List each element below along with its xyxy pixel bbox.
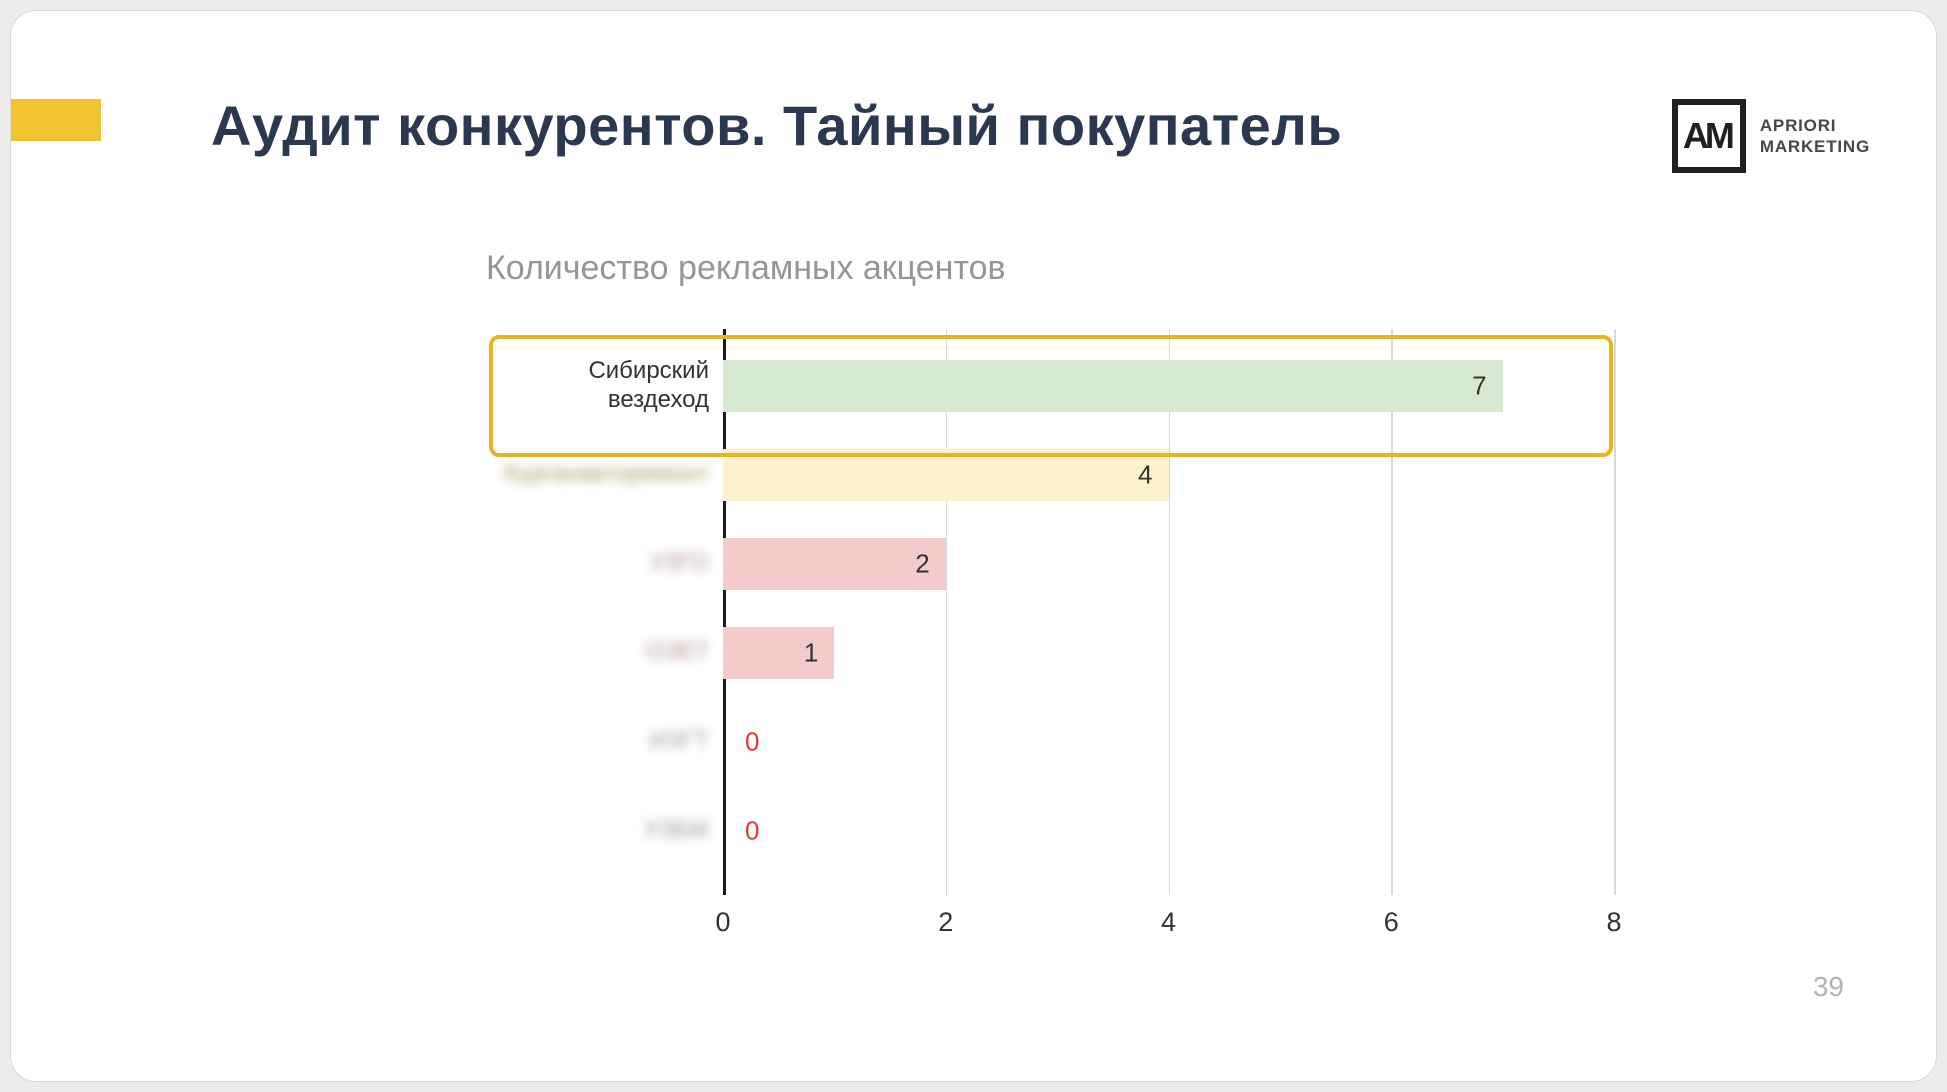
chart-row: Курганавторемонт 4	[486, 430, 1614, 519]
x-tick-label: 4	[1160, 907, 1177, 937]
x-axis: 0 2 4 6 8	[715, 907, 1621, 941]
logo-monogram-icon: AM	[1671, 99, 1746, 173]
x-tick-label: 6	[1383, 907, 1399, 937]
page-number: 39	[1812, 971, 1844, 1002]
chart-row: ОЗЕТ 1	[486, 608, 1614, 697]
category-label: Курганавторемонт	[504, 460, 709, 488]
bar-area: 4	[723, 430, 1614, 519]
chart-row: Сибирский вездеход 7	[486, 335, 1614, 457]
value-label: 1	[803, 637, 819, 667]
bar	[723, 537, 946, 590]
logo: AM APRIORI MARKETING	[1671, 99, 1870, 173]
chart-grid	[723, 329, 1616, 895]
x-tick-label: 2	[938, 907, 954, 937]
bar-area: 2	[723, 519, 1614, 608]
accent-bar	[11, 99, 101, 141]
chart-title: Количество рекламных акцентов	[486, 249, 1006, 287]
category-label: Сибирский вездеход	[588, 357, 709, 413]
y-axis-line	[723, 329, 726, 895]
bar-area: 0	[723, 697, 1614, 786]
logo-monogram: AM	[1682, 115, 1735, 156]
category-label: УЗГО	[649, 549, 709, 577]
chart-row: УЗГО 2	[486, 519, 1614, 608]
grid-line	[1391, 329, 1393, 895]
value-label: 0	[745, 815, 760, 845]
category-label: УЗБМ	[644, 816, 709, 844]
bar-area: 0	[723, 786, 1614, 875]
grid-line	[1168, 329, 1170, 895]
logo-line1: APRIORI	[1759, 115, 1837, 135]
page-title: Аудит конкурентов. Тайный покупатель	[211, 94, 1343, 157]
grid-line	[945, 329, 948, 895]
category-label: ИЗГТ	[649, 727, 709, 755]
bar-area: 7	[489, 335, 1614, 457]
bar	[723, 359, 1503, 412]
value-label: 7	[1472, 370, 1487, 400]
bar-chart: Сибирский вездеход 7 Курганавторемонт 4 …	[486, 329, 1622, 937]
bar	[723, 448, 1169, 501]
bar	[723, 626, 835, 679]
value-label: 2	[915, 548, 930, 578]
x-tick-label: 0	[715, 907, 731, 937]
logo-text: APRIORI MARKETING	[1760, 115, 1870, 158]
category-label: ОЗЕТ	[645, 638, 709, 666]
chart-row: ИЗГТ 0	[486, 697, 1614, 786]
chart-row: УЗБМ 0	[486, 786, 1614, 875]
value-label: 4	[1138, 459, 1153, 489]
chart-rows: Сибирский вездеход 7 Курганавторемонт 4 …	[486, 335, 1614, 875]
logo-line2: MARKETING	[1759, 137, 1870, 156]
x-tick-label: 8	[1606, 907, 1622, 937]
slide-card: Аудит конкурентов. Тайный покупатель AM …	[10, 10, 1937, 1082]
grid-line	[1614, 329, 1616, 895]
value-label: 0	[745, 726, 760, 756]
bar-area: 1	[723, 608, 1614, 697]
